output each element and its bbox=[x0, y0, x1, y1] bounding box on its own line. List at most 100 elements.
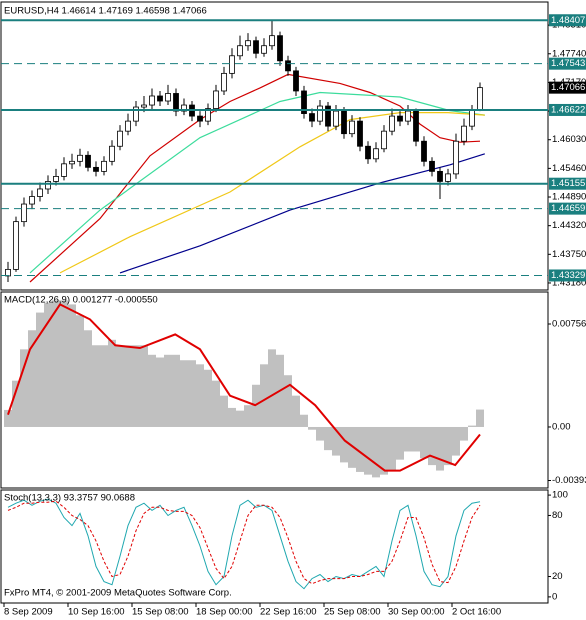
candle-body bbox=[445, 173, 451, 182]
x-tick-label: 15 Sep 08:00 bbox=[132, 607, 189, 618]
macd-bar bbox=[364, 426, 372, 475]
macd-bar bbox=[412, 426, 420, 452]
candle-body bbox=[221, 72, 227, 92]
candle-body bbox=[237, 45, 243, 57]
y-tick-label: 1.45460 bbox=[552, 163, 586, 174]
candle-body bbox=[253, 40, 259, 54]
panel-frame bbox=[0, 489, 549, 604]
candle-body bbox=[109, 145, 115, 162]
y-tick-label: 1.44320 bbox=[552, 220, 586, 231]
candle-body bbox=[101, 160, 107, 172]
stoch-signal bbox=[7, 500, 481, 585]
footer: FxPro MT4, © 2001-2009 MetaQuotes Softwa… bbox=[4, 588, 232, 599]
candle-body bbox=[181, 104, 187, 112]
candle-body bbox=[45, 181, 51, 190]
candle-body bbox=[389, 115, 395, 132]
candle-body bbox=[453, 140, 459, 175]
level-label-box bbox=[549, 103, 586, 116]
y-tick-label: 1.46030 bbox=[552, 134, 586, 145]
candle-body bbox=[309, 113, 315, 122]
candle-body bbox=[93, 166, 99, 172]
level-label-box bbox=[549, 14, 586, 27]
candle-body bbox=[205, 108, 211, 122]
macd-bar bbox=[284, 375, 292, 427]
candle-body bbox=[5, 268, 11, 277]
macd-bar bbox=[300, 414, 308, 427]
macd-bar bbox=[340, 426, 348, 463]
candle-body bbox=[133, 106, 139, 122]
macd-bar bbox=[244, 405, 252, 427]
panel-title: EURUSD,H4 1.46614 1.47169 1.46598 1.4706… bbox=[4, 6, 207, 17]
candle-body bbox=[317, 105, 323, 122]
macd-bar bbox=[68, 304, 76, 427]
y-tick-label: 80 bbox=[552, 510, 563, 521]
candle-body bbox=[13, 221, 19, 270]
y-tick-label: 0.00 bbox=[552, 421, 571, 432]
macd-bar bbox=[84, 330, 92, 427]
level-label-box bbox=[549, 177, 586, 190]
level-label: 1.48407 bbox=[551, 15, 585, 26]
candle-body bbox=[373, 148, 379, 160]
macd-bar bbox=[220, 395, 228, 427]
macd-bar bbox=[476, 409, 484, 427]
level-label: 1.47543 bbox=[551, 58, 585, 69]
y-tick-label: 1.44890 bbox=[552, 192, 586, 203]
y-tick-label: 1.43750 bbox=[552, 249, 586, 260]
macd-bar bbox=[20, 349, 28, 427]
macd-bar bbox=[420, 426, 428, 459]
candle-body bbox=[285, 60, 291, 72]
macd-bar bbox=[100, 345, 108, 427]
level-label: 1.45155 bbox=[551, 178, 585, 189]
macd-bar bbox=[348, 426, 356, 468]
candle-body bbox=[325, 105, 331, 127]
macd-bar bbox=[4, 409, 12, 427]
macd-bar bbox=[436, 426, 444, 471]
candle-body bbox=[149, 95, 155, 106]
y-tick-label: 1.47740 bbox=[552, 48, 586, 59]
macd-bar bbox=[468, 425, 476, 427]
y-tick-label: -0.00393 bbox=[552, 475, 586, 486]
panel-title: Stoch(13,3,3) 93.3757 90.0688 bbox=[4, 493, 135, 504]
moving-average bbox=[59, 111, 485, 274]
macd-bar bbox=[268, 349, 276, 427]
candle-body bbox=[125, 120, 131, 132]
y-tick-label: 0 bbox=[552, 591, 557, 602]
candle-body bbox=[469, 109, 475, 127]
candle-body bbox=[173, 93, 179, 112]
candle-body bbox=[69, 160, 75, 165]
macd-bar bbox=[124, 345, 132, 427]
macd-bar bbox=[212, 380, 220, 427]
macd-bar bbox=[36, 312, 44, 427]
candle-body bbox=[85, 154, 91, 168]
macd-bar bbox=[108, 339, 116, 427]
macd-bar bbox=[316, 426, 324, 441]
level-label: 1.44659 bbox=[551, 203, 585, 214]
candle-body bbox=[269, 35, 275, 47]
candle-body bbox=[245, 40, 251, 47]
candle-body bbox=[429, 160, 435, 172]
candle-body bbox=[117, 130, 123, 147]
candle-body bbox=[341, 110, 347, 135]
macd-bar bbox=[164, 354, 172, 427]
macd-bar bbox=[172, 354, 180, 427]
level-label-box bbox=[549, 202, 586, 215]
candle-body bbox=[261, 45, 267, 54]
macd-bar bbox=[372, 426, 380, 478]
macd-bar bbox=[76, 315, 84, 427]
moving-average bbox=[29, 73, 481, 283]
x-tick-label: 22 Sep 16:00 bbox=[260, 607, 317, 618]
level-label: 1.43329 bbox=[551, 270, 585, 281]
current-price-box bbox=[549, 81, 586, 94]
candle-body bbox=[437, 170, 443, 182]
y-tick-label: 0.00756 bbox=[552, 319, 586, 330]
y-tick-label: 1.43180 bbox=[552, 277, 586, 288]
panel-frame bbox=[0, 291, 549, 489]
macd-bar bbox=[404, 426, 412, 452]
candle-body bbox=[301, 90, 307, 114]
macd-bar bbox=[116, 345, 124, 427]
candle-body bbox=[53, 176, 59, 182]
macd-bar bbox=[332, 426, 340, 456]
x-tick-label: 2 Oct 16:00 bbox=[452, 607, 501, 618]
current-price-label: 1.47066 bbox=[551, 82, 585, 93]
